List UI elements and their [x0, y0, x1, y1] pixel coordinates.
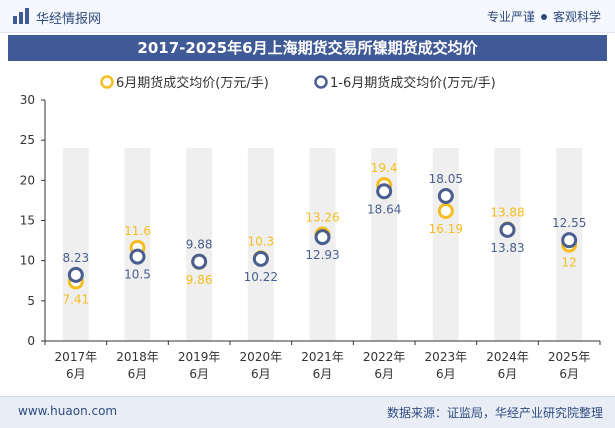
data-label-series-1: 12 [562, 256, 577, 270]
point-series-2 [499, 221, 516, 238]
legend-label-series-1: 6月期货成交均价(万元/手) [116, 75, 269, 91]
y-tick-label: 30 [20, 93, 35, 107]
data-label-series-2: 9.88 [186, 238, 213, 252]
x-tick-label: 2020年 6月 [240, 350, 283, 381]
legend-marker-series-2 [314, 75, 328, 89]
x-tick-label: 2017年 6月 [55, 350, 98, 381]
x-tick-label: 2018年 6月 [116, 350, 159, 381]
y-tick-label: 25 [20, 133, 35, 147]
data-label-series-1: 9.86 [186, 273, 213, 287]
site-url: www.huaon.com [18, 404, 118, 418]
point-series-2 [376, 183, 393, 200]
data-label-series-2: 18.64 [367, 202, 401, 216]
dot-icon [540, 13, 547, 20]
slogan: 专业严谨 客观科学 [487, 8, 601, 25]
data-label-series-1: 11.6 [124, 224, 151, 238]
data-label-series-1: 7.41 [62, 292, 89, 306]
category-band [432, 148, 459, 341]
slogan-left: 专业严谨 [486, 10, 535, 24]
data-label-series-2: 18.05 [429, 172, 463, 186]
data-label-series-2: 13.83 [490, 241, 524, 255]
y-tick-label: 10 [20, 254, 35, 268]
data-label-series-1: 13.88 [490, 205, 524, 219]
top-bar: 华经情报网 专业严谨 客观科学 [0, 0, 615, 33]
category-band [371, 148, 398, 341]
x-tick-label: 2022年 6月 [363, 350, 406, 381]
data-label-series-2: 12.93 [305, 248, 339, 262]
data-source: 数据来源：证监局，华经产业研究院整理 [386, 406, 603, 420]
slogan-right: 客观科学 [552, 10, 601, 24]
point-series-2 [252, 250, 269, 267]
legend-label-series-2: 1-6月期货成交均价(万元/手) [330, 75, 496, 91]
brand-name: 华经情报网 [36, 12, 102, 27]
y-tick-label: 5 [27, 294, 35, 308]
data-label-series-1: 19.4 [371, 161, 398, 175]
category-band [247, 148, 274, 341]
x-tick-label: 2019年 6月 [178, 350, 221, 381]
point-series-2 [561, 232, 578, 249]
y-tick-label: 20 [20, 173, 35, 187]
data-label-series-1: 13.26 [305, 210, 339, 224]
data-label-series-1: 16.19 [429, 222, 463, 236]
category-band [62, 148, 89, 341]
y-tick-label: 15 [20, 214, 35, 228]
point-series-2 [191, 253, 208, 270]
data-label-series-2: 10.5 [124, 268, 151, 282]
point-series-2 [437, 187, 454, 204]
x-tick-label: 2024年 6月 [486, 350, 529, 381]
y-tick-label: 0 [27, 334, 35, 348]
point-series-2 [314, 229, 331, 246]
chart: 0 5 10 15 20 25 30 2017年 6月 2018年 6月 2019年 6月 2020年 6月… [20, 75, 601, 381]
x-tick-label: 2023年 6月 [425, 350, 468, 381]
category-band [186, 148, 213, 341]
data-label-series-2: 8.23 [62, 251, 89, 265]
x-tick-label: 2025年 6月 [548, 350, 591, 381]
data-label-series-1: 10.3 [247, 234, 274, 248]
data-label-series-2: 10.22 [244, 270, 278, 284]
category-band [494, 148, 521, 341]
logo-icon [13, 8, 29, 24]
point-series-1 [437, 202, 454, 219]
point-series-2 [67, 266, 84, 283]
point-series-2 [129, 248, 146, 265]
data-label-series-2: 12.55 [552, 216, 586, 230]
chart-title: 2017-2025年6月上海期货交易所镍期货成交均价 [8, 35, 607, 61]
footer: www.huaon.com 数据来源：证监局，华经产业研究院整理 [0, 396, 615, 428]
legend-marker-series-1 [100, 75, 114, 89]
x-tick-label: 2021年 6月 [301, 350, 344, 381]
